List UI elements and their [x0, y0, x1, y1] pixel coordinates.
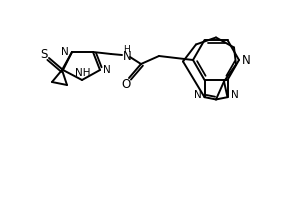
- Text: N: N: [231, 90, 239, 100]
- Text: N: N: [194, 90, 201, 100]
- Text: S: S: [40, 47, 48, 60]
- Text: N: N: [61, 47, 69, 57]
- Text: N: N: [242, 53, 250, 66]
- Text: N: N: [103, 65, 111, 75]
- Text: NH: NH: [75, 68, 91, 78]
- Text: H: H: [124, 46, 130, 54]
- Text: O: O: [122, 77, 130, 90]
- Text: N: N: [123, 49, 131, 62]
